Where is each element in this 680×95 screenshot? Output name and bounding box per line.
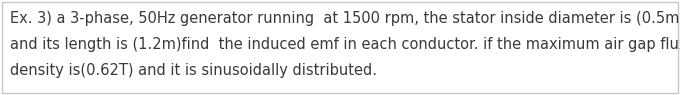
Text: Ex. 3) a 3-phase, 50Hz generator running  at 1500 rpm, the stator inside diamete: Ex. 3) a 3-phase, 50Hz generator running…: [10, 11, 680, 27]
Text: and its length is (1.2m)find  the induced emf in each conductor. if the maximum : and its length is (1.2m)find the induced…: [10, 38, 680, 53]
Text: density is(0.62T) and it is sinusoidally distributed.: density is(0.62T) and it is sinusoidally…: [10, 63, 377, 78]
